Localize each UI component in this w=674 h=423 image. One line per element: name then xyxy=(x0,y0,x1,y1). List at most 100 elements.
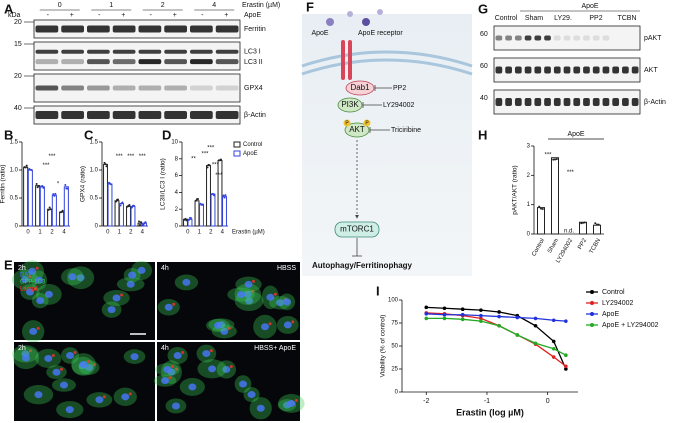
bar xyxy=(47,208,53,227)
blot-band xyxy=(164,111,187,119)
series-line xyxy=(426,312,567,367)
y-tick-label: 0.5 xyxy=(10,196,19,202)
nucleus xyxy=(276,299,285,307)
lysosome xyxy=(28,275,32,279)
x-tick-label: 2 xyxy=(209,230,213,236)
bar xyxy=(39,186,45,227)
nucleus xyxy=(163,366,172,374)
y-tick-label: 8 xyxy=(175,156,179,162)
legend-label: ApoE + LY294002 xyxy=(602,322,659,329)
significance: * xyxy=(57,182,60,188)
lane-label: LY29. xyxy=(554,15,572,22)
replicate-dot xyxy=(222,194,225,197)
nucleus xyxy=(26,288,35,296)
data-point xyxy=(460,307,465,312)
data-point xyxy=(424,305,429,310)
y-axis-label: Ferritin (ratio) xyxy=(0,164,7,203)
nucleus xyxy=(95,396,104,404)
blot-band xyxy=(35,85,59,91)
blot-band xyxy=(138,49,162,54)
significance: *** xyxy=(201,151,209,157)
value-label: n.d. xyxy=(564,229,574,235)
nucleus xyxy=(21,354,30,362)
replicate-dot xyxy=(185,219,188,222)
nucleus xyxy=(112,294,121,302)
blot-frame xyxy=(33,19,241,39)
blot-band xyxy=(544,66,551,74)
blot-row-label: pAKT xyxy=(644,35,662,42)
blot-band xyxy=(35,25,59,33)
dab1-node xyxy=(345,80,375,96)
kda-value: 20 xyxy=(14,19,22,26)
replicate-dot xyxy=(132,204,135,207)
blot-band xyxy=(138,25,162,33)
blot-band xyxy=(138,85,162,91)
blot-band xyxy=(563,66,571,74)
replicate-dot xyxy=(594,222,597,225)
blot-band xyxy=(61,85,84,91)
y-tick-label: 1 xyxy=(527,202,531,208)
data-point xyxy=(533,341,538,346)
pi3k-node xyxy=(337,97,363,113)
blot-row-label: LC3 II xyxy=(244,59,263,66)
ligand xyxy=(377,9,383,15)
nucleus xyxy=(244,280,253,288)
y-axis-label: GPX4 (ratio) xyxy=(80,166,87,202)
blot-band xyxy=(112,59,136,65)
x-tick-label: 0 xyxy=(546,398,550,405)
blot-row-label: GPX4 xyxy=(244,85,263,92)
data-point xyxy=(479,316,483,321)
legend-label: Control xyxy=(243,142,262,148)
nucleus xyxy=(59,381,68,389)
blot-band xyxy=(573,66,581,74)
bar xyxy=(130,205,136,227)
kda-value: 20 xyxy=(14,73,22,80)
condition-label: HBSS xyxy=(277,265,296,272)
data-point xyxy=(551,318,556,323)
replicate-dot xyxy=(139,223,142,226)
nucleus xyxy=(202,350,211,358)
blot-band xyxy=(112,85,136,91)
bar xyxy=(593,224,601,235)
x-tick-label: 4 xyxy=(62,230,66,236)
kda-label: kDa xyxy=(8,12,21,19)
blot-band xyxy=(612,66,620,74)
condition-label: HBSS+ ApoE xyxy=(254,345,296,352)
y-axis-label: pAKT/AKT (ratio) xyxy=(512,165,519,214)
legend-label: ApoE xyxy=(243,151,258,157)
data-point xyxy=(460,312,465,317)
replicate-dot xyxy=(201,203,204,206)
nucleus xyxy=(239,380,248,388)
replicate-dot xyxy=(30,169,33,172)
replicate-dot xyxy=(219,158,222,161)
nucleus xyxy=(182,278,191,286)
blot-row-label: LC3 I xyxy=(244,49,261,56)
bar xyxy=(222,196,227,227)
x-tick-label: 0 xyxy=(186,230,190,236)
blot-band xyxy=(553,98,561,106)
x-tick-label: 2 xyxy=(50,230,54,236)
nucleus xyxy=(173,352,182,360)
blot-band xyxy=(505,35,512,41)
replicate-dot xyxy=(105,165,108,168)
panel-label: I xyxy=(376,283,380,298)
bar xyxy=(119,203,124,227)
channel-label: DAPI xyxy=(20,273,34,279)
nucleus xyxy=(243,290,252,298)
blot-band xyxy=(215,111,239,119)
nucleus xyxy=(66,351,75,359)
replicate-dot xyxy=(540,207,542,210)
lysosome xyxy=(294,398,298,402)
y-tick-label: 0 xyxy=(15,224,19,230)
x-tick-label: PP2 xyxy=(577,237,588,250)
x-tick-label: -2 xyxy=(423,398,429,405)
blot-band xyxy=(534,98,542,106)
blot-band xyxy=(583,66,590,74)
legend-label: ApoE xyxy=(602,311,619,318)
y-tick-label: 2 xyxy=(175,207,179,213)
blot-band xyxy=(544,35,551,41)
replicate-dot xyxy=(195,199,198,202)
blot-row-label: AKT xyxy=(644,67,658,74)
ligand xyxy=(362,18,370,26)
y-tick-label: 3 xyxy=(527,144,531,150)
